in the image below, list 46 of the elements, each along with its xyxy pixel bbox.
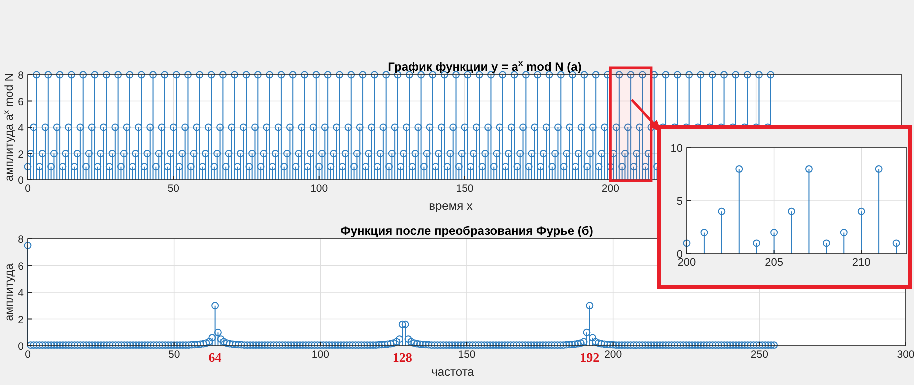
y-tick-label: 5	[676, 196, 683, 208]
y-tick-label: 0	[18, 175, 24, 187]
y-tick-label: 2	[18, 148, 24, 161]
x-tick-label: 205	[765, 257, 784, 269]
point	[718, 208, 726, 216]
point	[753, 240, 761, 248]
y-tick-label: 8	[18, 70, 24, 82]
point	[736, 166, 744, 173]
y-axis-title: амплитуда	[4, 263, 16, 322]
point	[700, 229, 708, 236]
annotation: 192	[580, 350, 600, 365]
annotation: 64	[208, 350, 222, 365]
annotation: 128	[392, 350, 413, 365]
x-tick-label: 50	[168, 349, 180, 361]
x-tick-label: 150	[458, 349, 476, 361]
x-tick-label: 200	[602, 183, 620, 195]
y-tick-label: 4	[18, 122, 24, 134]
x-tick-label: 50	[168, 183, 180, 195]
x-tick-label: 250	[750, 349, 769, 361]
point	[840, 229, 848, 236]
x-axis-title: частота	[432, 365, 475, 379]
point	[875, 166, 883, 173]
y-tick-label: 4	[18, 288, 24, 300]
x-tick-label: 210	[852, 257, 871, 269]
point	[892, 240, 900, 248]
y-tick-label: 6	[18, 260, 24, 273]
point	[770, 229, 778, 236]
x-tick-label: 200	[678, 257, 696, 269]
x-axis-title: время x	[429, 199, 473, 213]
x-tick-label: 150	[456, 183, 474, 195]
chart-title: Функция после преобразования Фурье (б)	[340, 224, 594, 238]
y-tick-label: 0	[18, 341, 24, 353]
x-tick-label: 100	[310, 183, 328, 195]
chart-title: График функции y = a$^{x}$ mod N (а)	[388, 58, 582, 74]
y-tick-label: 6	[18, 96, 24, 108]
y-tick-label: 10	[670, 143, 683, 155]
point	[822, 240, 830, 248]
y-tick-label: 8	[18, 234, 24, 246]
x-tick-label: 100	[312, 349, 330, 361]
point	[858, 208, 866, 216]
x-tick-label: 300	[897, 349, 914, 361]
point	[683, 240, 691, 248]
y-tick-label: 2	[18, 314, 24, 326]
point	[788, 208, 796, 216]
x-tick-label: 200	[604, 349, 622, 361]
point	[806, 166, 813, 173]
